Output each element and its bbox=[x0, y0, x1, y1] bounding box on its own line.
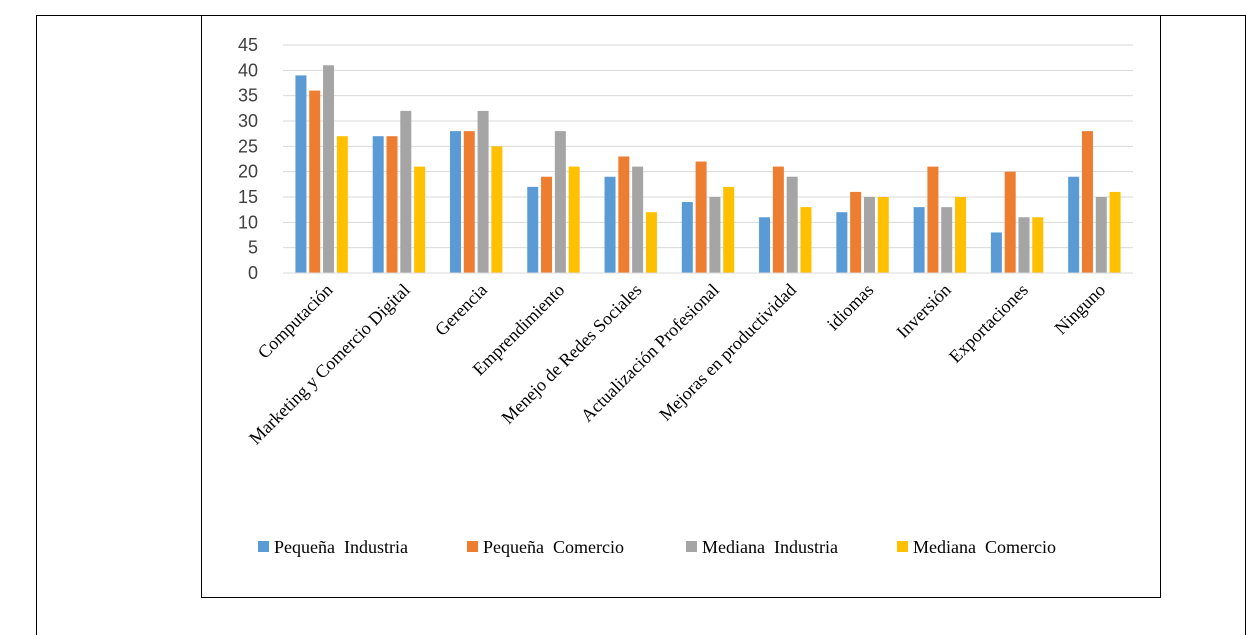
legend-swatch bbox=[467, 541, 478, 552]
bar bbox=[618, 156, 630, 273]
x-tick-label: Computación bbox=[254, 280, 337, 363]
bar bbox=[309, 90, 321, 273]
bar bbox=[850, 191, 862, 273]
bar bbox=[463, 131, 475, 273]
legend-swatch bbox=[258, 541, 269, 552]
legend-label: Pequeña Comercio bbox=[483, 537, 624, 557]
legend-swatch bbox=[686, 541, 697, 552]
bar bbox=[1068, 176, 1080, 273]
bar bbox=[990, 232, 1002, 273]
x-tick-label: Mejoras en productividad bbox=[655, 280, 800, 425]
bar bbox=[449, 131, 461, 273]
x-tick-label: Marketing y Comercio Digital bbox=[245, 280, 414, 449]
bar bbox=[568, 166, 580, 273]
x-tick-label: Ninguno bbox=[1051, 280, 1110, 339]
y-tick-label: 15 bbox=[238, 187, 258, 207]
bars bbox=[295, 65, 1121, 274]
y-tick-label: 35 bbox=[238, 86, 258, 106]
bar bbox=[400, 110, 412, 273]
bar bbox=[723, 186, 735, 273]
x-tick-label: idiomas bbox=[823, 280, 877, 334]
bar bbox=[604, 176, 616, 273]
y-tick-label: 5 bbox=[248, 238, 258, 258]
bar bbox=[913, 207, 925, 273]
bar bbox=[554, 131, 566, 273]
bar bbox=[372, 136, 384, 273]
y-axis-ticks: 0 5 10 15 20 25 30 35 40 45 bbox=[238, 35, 258, 283]
bar bbox=[527, 186, 539, 273]
y-tick-label: 10 bbox=[238, 212, 258, 232]
x-tick-label: Actualización Profesional bbox=[577, 280, 723, 426]
bar bbox=[772, 166, 784, 273]
bar bbox=[681, 202, 693, 273]
bar bbox=[863, 197, 875, 273]
bar bbox=[1004, 171, 1016, 273]
legend-swatch bbox=[897, 541, 908, 552]
bar bbox=[1018, 217, 1030, 273]
bar bbox=[836, 212, 848, 273]
bar bbox=[323, 65, 335, 274]
bar bbox=[1081, 131, 1093, 273]
legend-label: Mediana Industria bbox=[702, 537, 838, 557]
bar bbox=[632, 166, 644, 273]
bar-chart: 0 5 10 15 20 25 30 35 40 45 ComputaciónMarketing … bbox=[238, 35, 1133, 557]
legend-label: Mediana Comercio bbox=[913, 537, 1056, 557]
bar bbox=[759, 217, 771, 273]
legend: Pequeña Industria Pequeña Comercio Mediana… bbox=[258, 537, 1056, 557]
bar bbox=[645, 212, 657, 273]
bar bbox=[877, 197, 889, 273]
bar bbox=[336, 136, 348, 273]
y-tick-label: 25 bbox=[238, 136, 258, 156]
bar bbox=[1032, 217, 1044, 273]
bar bbox=[927, 166, 939, 273]
bar bbox=[955, 197, 967, 273]
bar bbox=[1095, 197, 1107, 273]
chart-frame bbox=[201, 15, 1161, 598]
bar bbox=[414, 166, 426, 273]
y-tick-label: 30 bbox=[238, 111, 258, 131]
bar bbox=[709, 197, 721, 273]
bar bbox=[386, 136, 398, 273]
bar bbox=[695, 161, 707, 273]
x-tick-label: Gerencia bbox=[431, 280, 491, 340]
bar bbox=[491, 146, 503, 273]
x-tick-label: Exportaciones bbox=[945, 280, 1032, 367]
bar bbox=[941, 207, 953, 273]
y-tick-label: 45 bbox=[238, 35, 258, 55]
legend-label: Pequeña Industria bbox=[274, 537, 408, 557]
y-tick-label: 0 bbox=[248, 263, 258, 283]
bar bbox=[1109, 191, 1121, 273]
bar bbox=[786, 176, 798, 273]
y-tick-label: 40 bbox=[238, 60, 258, 80]
bar bbox=[800, 207, 812, 273]
bar bbox=[541, 176, 553, 273]
bar bbox=[295, 75, 307, 274]
y-tick-label: 20 bbox=[238, 162, 258, 182]
bar bbox=[477, 110, 489, 273]
x-tick-label: Inversión bbox=[892, 280, 954, 342]
x-tick-label: Menejo de Redes Sociales bbox=[497, 280, 645, 428]
